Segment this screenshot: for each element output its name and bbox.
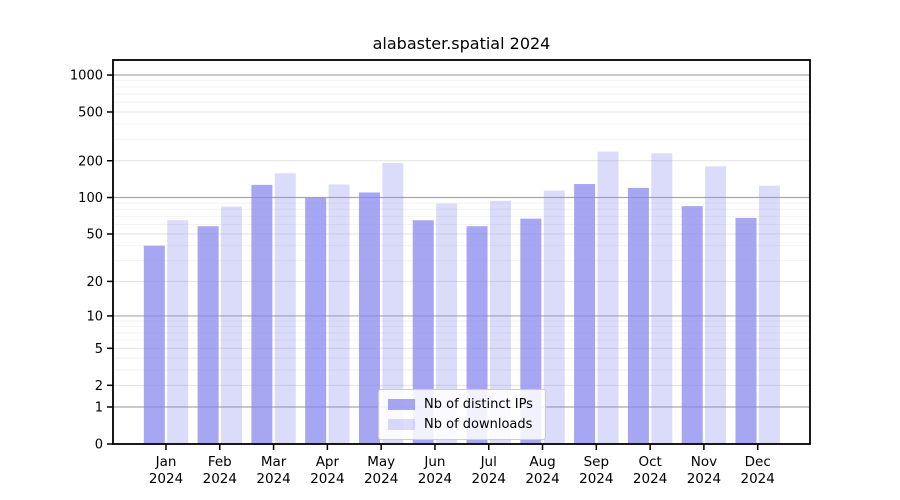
legend-item-downloads: Nb of downloads <box>388 416 536 433</box>
y-tick-label-0: 0 <box>95 438 103 453</box>
x-tick-label-may: May <box>367 454 395 470</box>
y-tick-label-20: 20 <box>86 275 103 290</box>
bar-apr-downloads <box>328 184 350 444</box>
bar-sep-downloads <box>597 151 619 444</box>
x-tick-label-oct: Oct <box>638 454 661 470</box>
y-tick-label-200: 200 <box>78 154 103 169</box>
bar-jan-distinct-ips <box>143 245 165 444</box>
x-tick-label-year-aug: 2024 <box>525 471 559 487</box>
x-tick-label-feb: Feb <box>208 454 232 470</box>
bar-sep-distinct-ips <box>574 184 596 444</box>
x-tick-label-apr: Apr <box>316 454 340 470</box>
x-tick-label-nov: Nov <box>691 454 717 470</box>
bar-mar-distinct-ips <box>251 184 273 444</box>
y-tick-label-2: 2 <box>95 379 103 394</box>
bar-aug-distinct-ips <box>520 218 542 444</box>
legend-swatch-downloads <box>388 419 415 430</box>
x-tick-label-year-nov: 2024 <box>687 471 721 487</box>
x-tick-label-jul: Jul <box>480 454 497 470</box>
legend: Nb of distinct IPs Nb of downloads <box>378 389 546 440</box>
x-tick-label-year-jul: 2024 <box>472 471 506 487</box>
legend-label-distinct-ips: Nb of distinct IPs <box>424 397 533 412</box>
bar-oct-distinct-ips <box>627 187 649 444</box>
bar-may-distinct-ips <box>358 192 380 444</box>
x-tick-label-jun: Jun <box>423 454 445 470</box>
plot-frame <box>112 59 811 445</box>
chart-title: alabaster.spatial 2024 <box>372 34 551 53</box>
bar-mar-downloads <box>274 173 296 444</box>
x-tick-label-year-feb: 2024 <box>203 471 237 487</box>
bar-dec-downloads <box>758 185 780 444</box>
x-tick-label-jan: Jan <box>155 454 177 470</box>
y-tick-label-5: 5 <box>95 342 103 357</box>
bar-jul-downloads <box>489 200 511 444</box>
legend-label-downloads: Nb of downloads <box>424 417 533 432</box>
bar-oct-downloads <box>651 153 673 444</box>
legend-item-distinct-ips: Nb of distinct IPs <box>388 396 536 413</box>
y-tick-label-10: 10 <box>86 309 103 324</box>
bar-feb-downloads <box>220 206 242 444</box>
x-tick-label-year-sep: 2024 <box>579 471 613 487</box>
x-tick-label-year-dec: 2024 <box>741 471 775 487</box>
y-tick-label-1: 1 <box>95 400 103 415</box>
legend-swatch-distinct-ips <box>388 399 415 410</box>
x-tick-label-dec: Dec <box>745 454 771 470</box>
bar-dec-distinct-ips <box>735 217 757 444</box>
y-tick-label-1000: 1000 <box>70 69 103 84</box>
bar-may-downloads <box>382 162 404 444</box>
x-tick-label-year-oct: 2024 <box>633 471 667 487</box>
bar-apr-distinct-ips <box>305 197 327 444</box>
x-tick-label-year-may: 2024 <box>364 471 398 487</box>
x-tick-label-mar: Mar <box>261 454 287 470</box>
x-tick-label-year-jun: 2024 <box>418 471 452 487</box>
y-tick-label-500: 500 <box>78 105 103 120</box>
y-tick-label-100: 100 <box>78 191 103 206</box>
x-tick-label-year-mar: 2024 <box>256 471 290 487</box>
bar-jan-downloads <box>167 220 189 444</box>
x-tick-label-aug: Aug <box>529 454 555 470</box>
bar-nov-distinct-ips <box>681 206 703 444</box>
bar-feb-distinct-ips <box>197 226 219 444</box>
x-tick-label-year-jan: 2024 <box>149 471 183 487</box>
x-tick-label-year-apr: 2024 <box>310 471 344 487</box>
x-tick-label-sep: Sep <box>584 454 609 470</box>
bar-nov-downloads <box>705 166 727 444</box>
bar-jun-distinct-ips <box>412 220 434 444</box>
bar-jun-downloads <box>436 203 458 444</box>
y-tick-label-50: 50 <box>86 228 103 243</box>
bar-aug-downloads <box>543 190 565 444</box>
